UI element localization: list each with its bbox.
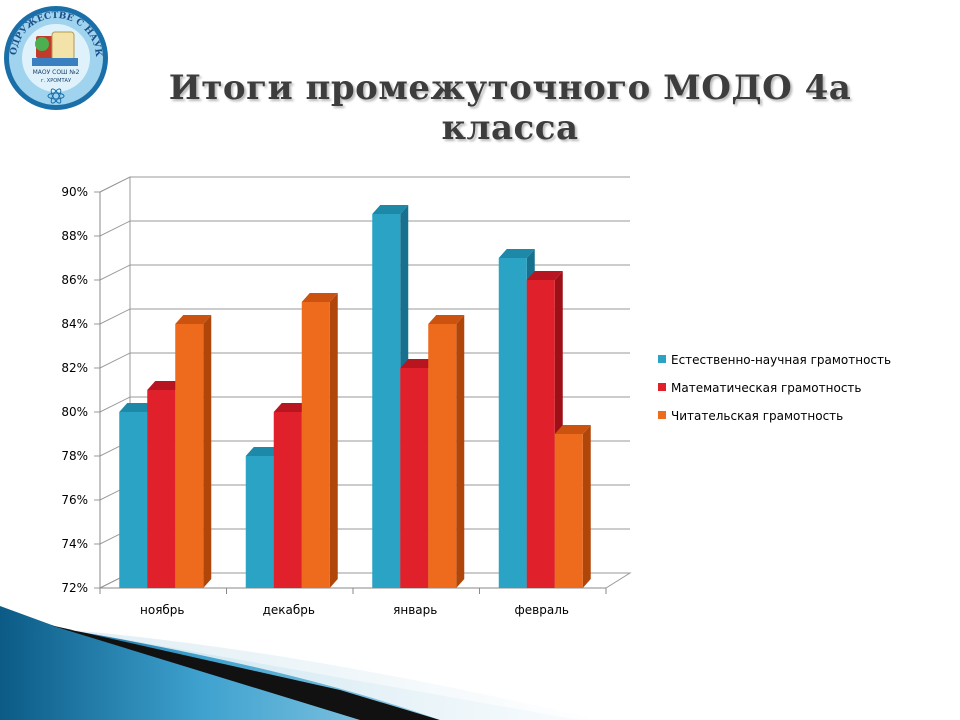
school-logo-icon: В СОДРУЖЕСТВЕ С НАУКОЙ МАОУ СОШ №2 г. ХР…	[2, 4, 108, 110]
legend-label: Читательская грамотность	[671, 409, 843, 423]
bar	[301, 293, 338, 588]
y-tick-label: 84%	[61, 317, 88, 331]
legend-label: Математическая грамотность	[671, 381, 862, 395]
logo-city: г. ХРОМТАУ	[41, 78, 71, 84]
bar	[175, 315, 212, 588]
gridline	[94, 176, 630, 193]
y-tick-label: 78%	[61, 449, 88, 463]
y-tick-label: 88%	[61, 229, 88, 243]
y-tick-label: 82%	[61, 361, 88, 375]
y-tick-label: 86%	[61, 273, 88, 287]
y-tick-label: 90%	[61, 185, 88, 199]
bar	[372, 205, 409, 588]
legend-entry: Читательская грамотность	[658, 409, 843, 423]
legend-entry: Естественно-научная грамотность	[658, 353, 891, 367]
bar	[428, 315, 465, 588]
x-category-label: декабрь	[263, 603, 315, 617]
logo-school: МАОУ СОШ №2	[33, 69, 80, 76]
bar	[554, 425, 591, 588]
x-category-label: январь	[393, 603, 437, 617]
slide-title: Итоги промежуточного МОДО 4а класса	[168, 68, 852, 148]
y-tick-label: 80%	[61, 405, 88, 419]
x-category-label: февраль	[515, 603, 569, 617]
y-tick-label: 76%	[61, 493, 88, 507]
y-tick-label: 72%	[61, 581, 88, 595]
y-tick-label: 74%	[61, 537, 88, 551]
chart-axes: 72% 74% 76% 78% 80% 82% 84% 86% 88% 90% ноябрь дека…	[61, 185, 607, 617]
legend-swatch	[658, 411, 666, 419]
legend-entry: Математическая грамотность	[658, 381, 862, 395]
legend-swatch	[658, 383, 666, 391]
legend-swatch	[658, 355, 666, 363]
legend-label: Естественно-научная грамотность	[671, 353, 891, 367]
x-category-label: ноябрь	[140, 603, 185, 617]
chart-legend: Естественно-научная грамотность Математич…	[658, 353, 891, 423]
chart-bars	[119, 205, 591, 588]
